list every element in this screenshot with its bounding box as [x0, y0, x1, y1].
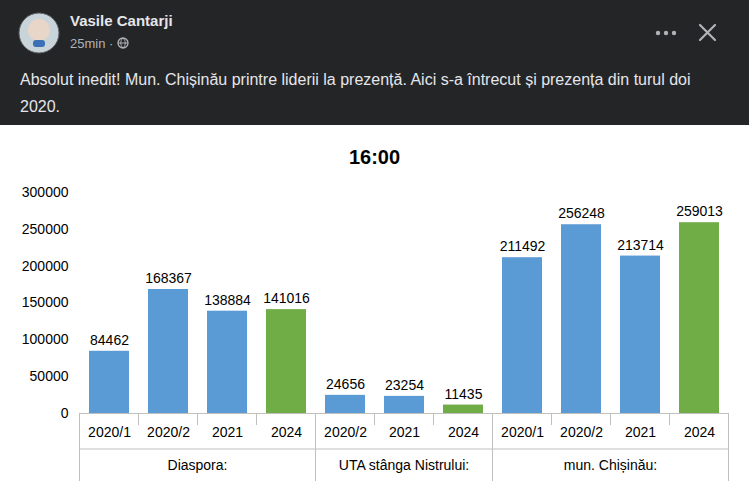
svg-text:138884: 138884	[204, 292, 251, 308]
html-text:16:00: 16:00	[348, 146, 401, 168]
svg-text:UTA stânga Nistrului:: UTA stânga Nistrului:	[339, 457, 469, 473]
svg-text:50000: 50000	[30, 368, 69, 384]
svg-text:2020/2: 2020/2	[560, 424, 603, 440]
svg-text:256248: 256248	[558, 205, 605, 221]
html-text:Absolut inedit! Mun. Chișinău: Absolut inedit! Mun. Chișinău printre li…	[20, 71, 691, 115]
svg-text:168367: 168367	[145, 270, 192, 286]
svg-text:2020/2: 2020/2	[147, 424, 190, 440]
svg-text:23254: 23254	[385, 377, 424, 393]
svg-text:150000: 150000	[22, 294, 69, 310]
svg-text:11435: 11435	[445, 386, 483, 402]
svg-text:2024: 2024	[271, 424, 302, 440]
svg-text:0: 0	[61, 405, 69, 421]
svg-text:211492: 211492	[500, 238, 546, 254]
svg-text:24656: 24656	[326, 376, 365, 392]
svg-text:2024: 2024	[684, 424, 715, 440]
svg-text:259013: 259013	[676, 203, 723, 219]
svg-text:213714: 213714	[617, 237, 664, 253]
svg-text:100000: 100000	[22, 331, 69, 347]
svg-text:mun. Chișinău:: mun. Chișinău:	[564, 457, 657, 473]
svg-text:2020/1: 2020/1	[501, 424, 544, 440]
svg-text:2024: 2024	[448, 424, 479, 440]
svg-text:300000: 300000	[22, 184, 69, 200]
html-text:Vasile Cantarji: Vasile Cantarji	[70, 12, 173, 29]
html-text:25min ·: 25min ·	[70, 36, 114, 51]
svg-text:84462: 84462	[90, 332, 129, 348]
svg-text:250000: 250000	[22, 221, 69, 237]
svg-text:2020/1: 2020/1	[88, 424, 131, 440]
svg-text:200000: 200000	[22, 258, 69, 274]
svg-text:2021: 2021	[212, 424, 243, 440]
svg-text:2020/2: 2020/2	[324, 424, 367, 440]
svg-text:141016: 141016	[263, 290, 310, 306]
svg-text:2021: 2021	[625, 424, 656, 440]
svg-text:Diaspora:: Diaspora:	[168, 457, 228, 473]
svg-text:2021: 2021	[389, 424, 420, 440]
